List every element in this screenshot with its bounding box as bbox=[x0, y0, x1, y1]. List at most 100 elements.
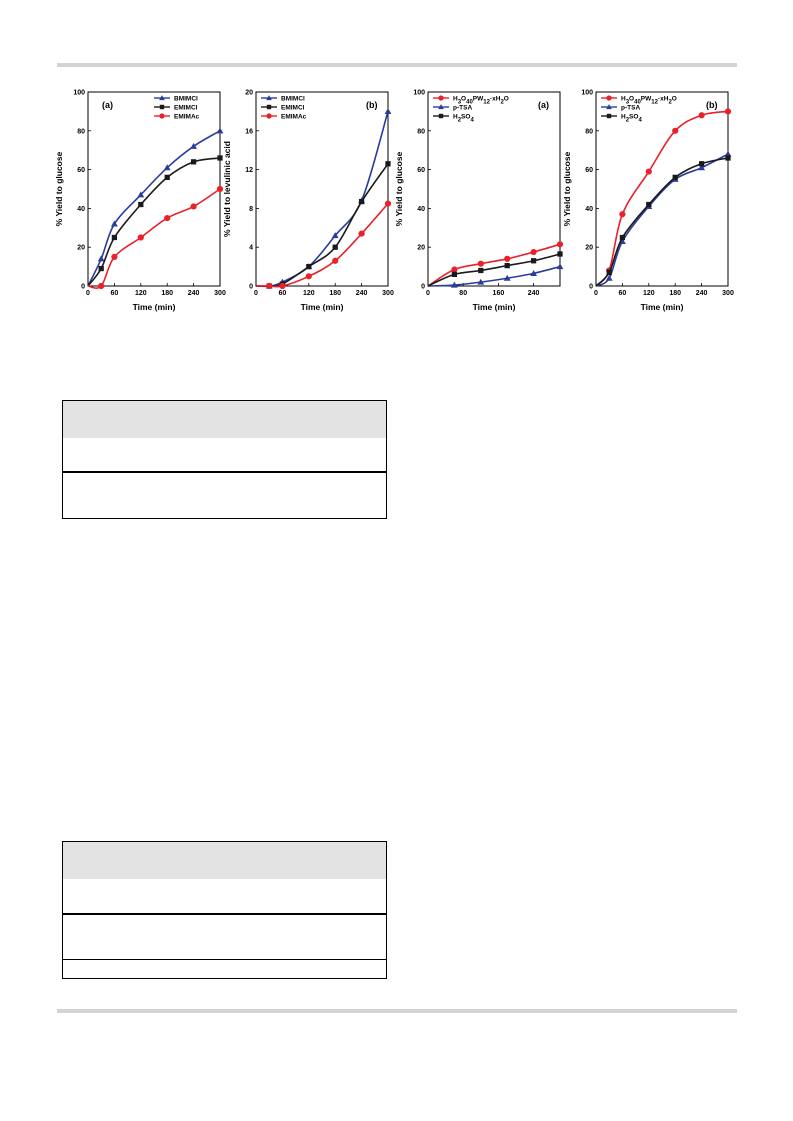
data-point bbox=[190, 142, 198, 149]
x-axis-label: Time (min) bbox=[133, 302, 176, 312]
table-1-row bbox=[63, 471, 386, 517]
data-point bbox=[724, 150, 732, 157]
x-tick-label: 60 bbox=[111, 290, 119, 297]
legend-label: EMIMAc bbox=[174, 114, 200, 121]
x-tick-label: 180 bbox=[161, 290, 173, 297]
y-axis-label: % Yield to levulinic acid bbox=[222, 141, 232, 237]
y-tick-label: 0 bbox=[589, 284, 593, 291]
x-tick-label: 120 bbox=[643, 290, 655, 297]
y-tick-label: 60 bbox=[77, 167, 85, 174]
x-tick-label: 300 bbox=[382, 290, 394, 297]
data-point bbox=[332, 244, 338, 250]
x-axis-label: Time (min) bbox=[301, 302, 344, 312]
data-point bbox=[111, 234, 118, 241]
y-tick-label: 100 bbox=[73, 90, 85, 97]
plot-frame bbox=[595, 91, 729, 287]
data-point bbox=[530, 248, 537, 256]
y-tick-label: 12 bbox=[245, 167, 253, 174]
data-point bbox=[110, 220, 118, 227]
data-point bbox=[646, 201, 652, 208]
y-tick-label: 100 bbox=[581, 90, 593, 97]
data-point bbox=[698, 112, 705, 119]
data-point bbox=[164, 215, 171, 222]
figure-acids-glucose-a: 0 80 160 240 0 20 40 60 80 100 Time (min) % Yield t… bbox=[392, 82, 564, 317]
data-point bbox=[305, 273, 312, 280]
x-tick-label: 240 bbox=[188, 290, 200, 297]
y-axis-label: % Yield to glucose bbox=[54, 151, 64, 226]
plot-frame bbox=[427, 91, 561, 287]
legend-label: H3O40PW12·xH2O bbox=[453, 96, 509, 106]
data-point bbox=[137, 234, 144, 241]
data-point bbox=[698, 164, 706, 171]
table-2-row bbox=[63, 959, 386, 977]
data-point bbox=[217, 155, 223, 161]
legend-label: H3O40PW12·xH2O bbox=[621, 96, 677, 106]
data-point bbox=[619, 234, 626, 241]
x-tick-label: 0 bbox=[254, 290, 258, 297]
data-point bbox=[725, 155, 731, 161]
data-point bbox=[159, 113, 165, 119]
data-point bbox=[159, 95, 165, 101]
y-tick-label: 16 bbox=[245, 128, 253, 135]
data-point bbox=[358, 230, 365, 237]
y-tick-label: 60 bbox=[417, 167, 425, 174]
legend-label: EMIMAc bbox=[281, 114, 307, 121]
x-tick-label: 0 bbox=[86, 290, 90, 297]
data-point bbox=[98, 282, 105, 290]
y-tick-label: 80 bbox=[417, 128, 425, 135]
plot-frame bbox=[255, 91, 389, 287]
x-axis-label: Time (min) bbox=[641, 302, 684, 312]
x-tick-label: 240 bbox=[528, 290, 540, 297]
y-tick-label: 80 bbox=[585, 128, 593, 135]
figure-ionic-liquids-levulinic: 0 60 120 180 240 300 0 4 8 12 16 20 Time (min) % Yiel… bbox=[220, 82, 394, 317]
data-point bbox=[138, 201, 144, 208]
data-point bbox=[450, 281, 458, 288]
data-point bbox=[477, 278, 485, 285]
data-point bbox=[724, 108, 732, 115]
top-rule bbox=[57, 63, 737, 67]
y-tick-label: 4 bbox=[249, 245, 253, 252]
data-point bbox=[111, 253, 118, 260]
data-point bbox=[504, 255, 511, 262]
y-tick-label: 0 bbox=[249, 284, 253, 291]
y-tick-label: 40 bbox=[77, 206, 85, 213]
x-tick-label: 240 bbox=[356, 290, 368, 297]
data-point bbox=[358, 198, 365, 205]
y-tick-label: 20 bbox=[585, 245, 593, 252]
x-tick-label: 60 bbox=[619, 290, 627, 297]
series-line bbox=[595, 153, 729, 287]
data-point bbox=[163, 164, 171, 171]
x-tick-label: 0 bbox=[594, 290, 598, 297]
data-point bbox=[266, 95, 272, 101]
table-2-row bbox=[63, 913, 386, 959]
data-point bbox=[606, 95, 612, 101]
y-tick-label: 20 bbox=[77, 245, 85, 252]
legend-label: EMIMCl bbox=[281, 105, 305, 112]
y-tick-label: 100 bbox=[413, 90, 425, 97]
x-tick-label: 120 bbox=[303, 290, 315, 297]
y-tick-label: 0 bbox=[421, 284, 425, 291]
y-axis-label: % Yield to glucose bbox=[394, 151, 404, 226]
data-point bbox=[98, 265, 104, 272]
data-point bbox=[672, 127, 679, 134]
x-tick-label: 240 bbox=[696, 290, 708, 297]
table-2-row bbox=[63, 879, 386, 913]
x-tick-label: 300 bbox=[214, 290, 226, 297]
data-point bbox=[216, 185, 224, 193]
table-1 bbox=[62, 400, 387, 519]
x-tick-label: 160 bbox=[493, 290, 505, 297]
y-tick-label: 20 bbox=[417, 245, 425, 252]
legend-label: H2SO4 bbox=[621, 114, 642, 124]
y-axis-label: % Yield to glucose bbox=[562, 151, 572, 226]
x-tick-label: 60 bbox=[279, 290, 287, 297]
series-line bbox=[595, 157, 729, 287]
bottom-rule bbox=[57, 1009, 737, 1013]
y-tick-label: 80 bbox=[77, 128, 85, 135]
data-point bbox=[619, 211, 626, 218]
data-point bbox=[605, 274, 613, 281]
table-2 bbox=[62, 841, 387, 979]
data-point bbox=[438, 95, 444, 101]
y-tick-label: 40 bbox=[417, 206, 425, 213]
data-point bbox=[503, 274, 511, 281]
x-tick-label: 120 bbox=[135, 290, 147, 297]
